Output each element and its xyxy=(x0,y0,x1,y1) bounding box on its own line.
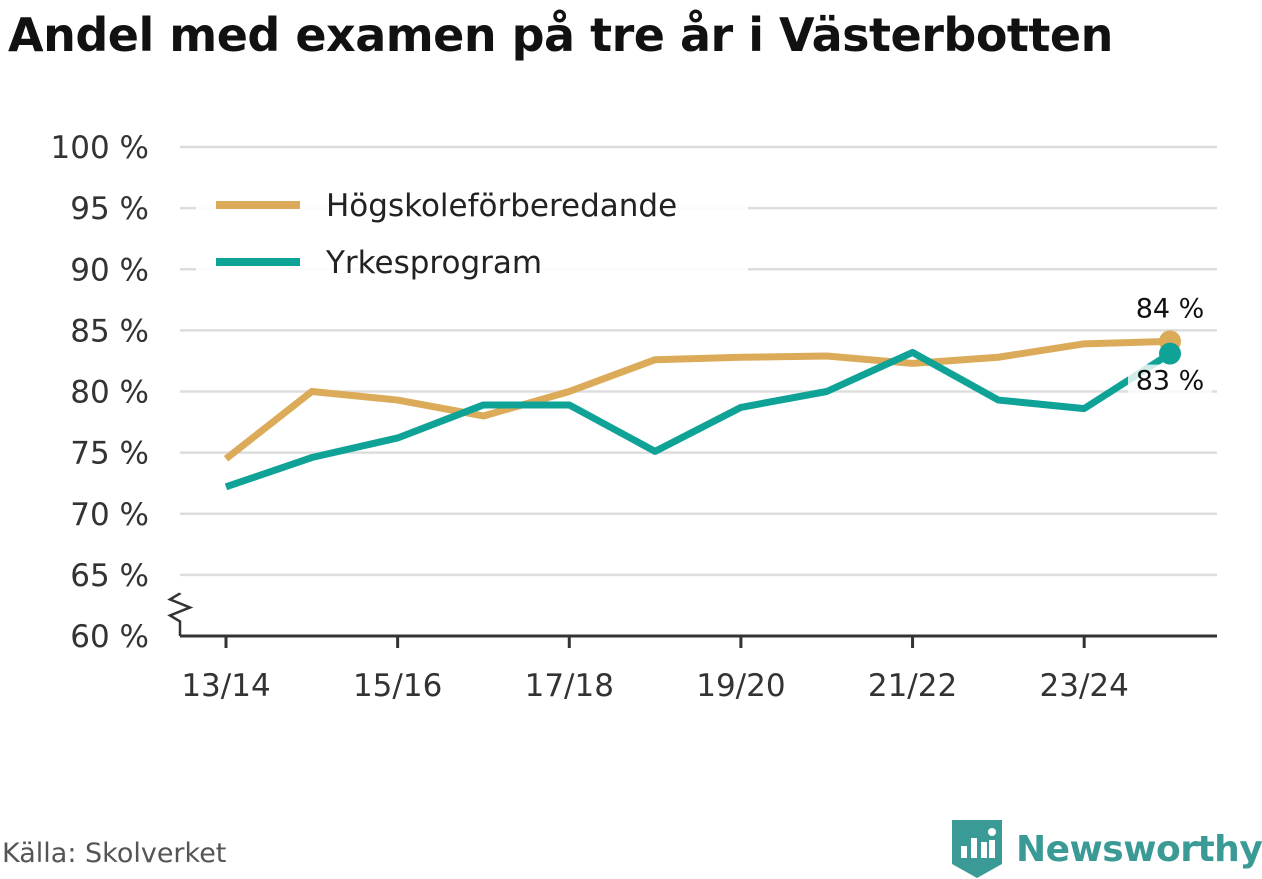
brand-name: Newsworthy xyxy=(1016,828,1262,870)
bar-chart-bubble-icon xyxy=(952,820,1002,878)
x-tick-label: 13/14 xyxy=(181,668,270,704)
end-label-1: 84 % xyxy=(1136,293,1205,324)
end-label-2: 83 % xyxy=(1136,366,1205,397)
end-labels: 84 % 83 % xyxy=(1128,292,1212,397)
end-label-bg xyxy=(1128,292,1212,325)
x-tick-label: 17/18 xyxy=(525,668,614,704)
end-label-bg xyxy=(1128,364,1212,397)
x-axis: 13/14 15/16 17/18 19/20 21/22 23/24 xyxy=(167,592,1217,704)
legend-label-1: Högskoleförberedande xyxy=(326,188,677,224)
x-tick-label: 19/20 xyxy=(696,668,785,704)
y-tick-label: 60 % xyxy=(70,619,149,655)
legend-label-2: Yrkesprogram xyxy=(325,245,542,281)
y-tick-label: 75 % xyxy=(70,436,149,472)
y-tick-label: 80 % xyxy=(70,375,149,411)
chart-title: Andel med examen på tre år i Västerbotte… xyxy=(8,8,1113,62)
y-axis-break xyxy=(167,592,194,636)
end-point-2 xyxy=(1159,342,1181,365)
y-tick-label: 100 % xyxy=(51,130,149,166)
y-tick-label: 70 % xyxy=(70,497,149,533)
y-tick-label: 85 % xyxy=(70,313,149,349)
source-note: Källa: Skolverket xyxy=(2,838,227,869)
brand-logo: Newsworthy xyxy=(952,820,1262,878)
y-tick-label: 65 % xyxy=(70,558,149,594)
y-tick-label: 95 % xyxy=(70,191,149,227)
x-tick-label: 21/22 xyxy=(868,668,957,704)
legend: Högskoleförberedande Yrkesprogram xyxy=(196,172,748,290)
legend-background xyxy=(196,172,748,290)
y-tick-label: 90 % xyxy=(70,252,149,288)
x-tick-label: 23/24 xyxy=(1040,668,1129,704)
y-axis-ticks: 60 % 65 % 70 % 75 % 80 % 85 % 90 % 95 % 100 % xyxy=(51,130,149,655)
x-tick-label: 15/16 xyxy=(353,668,442,704)
series-line-2 xyxy=(224,348,1172,491)
series-lines xyxy=(223,337,1172,491)
series-line-1 xyxy=(223,337,1171,462)
